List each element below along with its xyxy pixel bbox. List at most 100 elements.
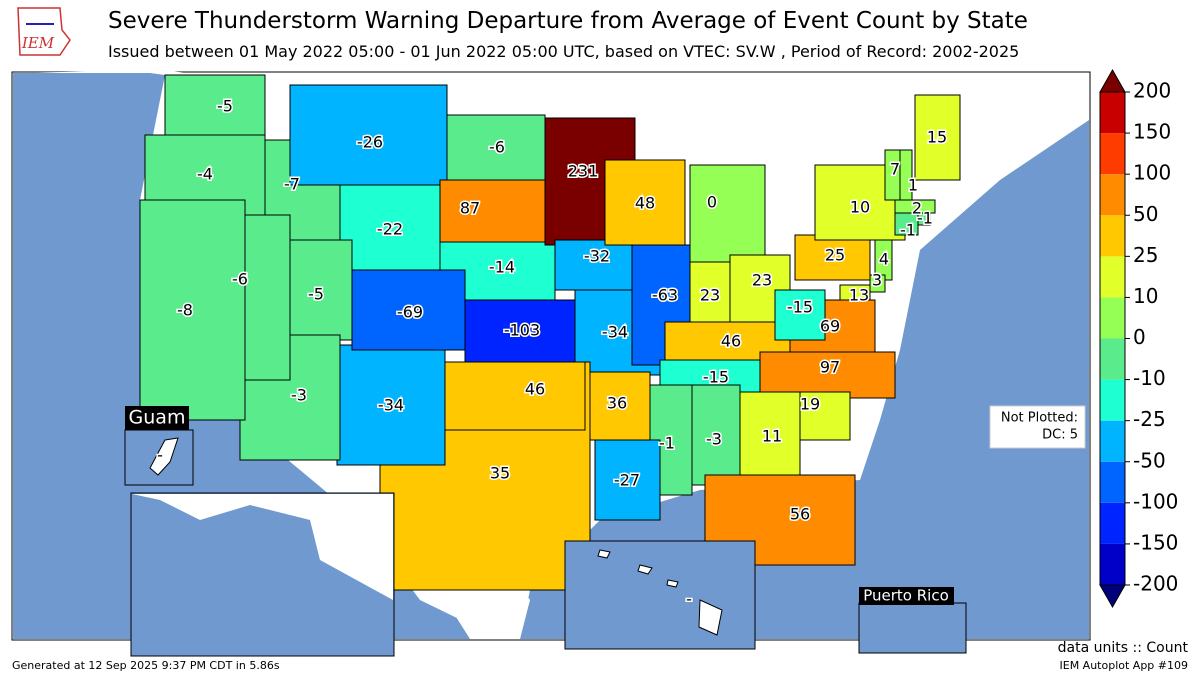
puerto-rico-inset [858,602,967,654]
guam-title: Guam [129,407,186,429]
state [814,164,906,241]
state [869,274,886,293]
state-label: -3 [706,430,722,449]
hawaii-inset [564,540,756,650]
state-label: -32 [584,247,610,266]
state [289,84,448,186]
state-label: -15 [703,368,729,387]
state-label: -1 [917,209,933,228]
state [689,164,766,263]
colorbar-tick-label: 10 [1133,284,1158,308]
colorbar-bin [1100,174,1125,216]
state-label: 7 [890,160,900,179]
subtitle: Issued between 01 May 2022 05:00 - 01 Ju… [108,42,1019,61]
state-label: -3 [291,386,307,405]
colorbar-tick-label: -150 [1133,530,1178,554]
state-label: 97 [820,358,840,377]
state-label: 69 [820,317,840,336]
colorbar-bin [1100,92,1125,134]
state [284,239,353,341]
state [464,299,581,363]
state-label: -5 [217,97,233,116]
state [631,244,691,366]
state-label: 35 [490,464,510,483]
state [584,371,651,441]
state-label: 0 [707,193,717,212]
guam-label: - [157,446,163,465]
state-label: -6 [489,138,505,157]
state-label: 3 [872,271,882,290]
state-label: -103 [504,321,540,340]
puerto-rico-title-bg [859,587,954,605]
state-label: -6 [232,270,248,289]
colorbar-tick-label: -10 [1133,366,1166,390]
atlantic-gulf [520,120,1089,639]
state-label: 231 [568,162,599,181]
state [894,212,919,236]
state-label: 87 [460,199,480,218]
colorbar-tick-label: -25 [1133,407,1166,431]
state [774,289,826,341]
state [604,159,686,246]
state-label: 23 [752,271,772,290]
state-label: -5 [308,285,324,304]
state [336,344,446,466]
colorbar-bin [1100,338,1125,380]
colorbar-tick-label: -100 [1133,489,1178,513]
colorbar-tick-label: 25 [1133,243,1158,267]
state [351,269,466,351]
state-label: -26 [357,133,383,152]
state [594,439,661,521]
state-label: 4 [879,250,889,269]
state [446,114,546,181]
state-label: -15 [787,298,813,317]
puerto-rico-title: Puerto Rico [863,587,949,605]
state [439,179,551,243]
not-plotted-title: Not Plotted: [1001,411,1078,426]
state-label: 23 [700,286,720,305]
logo: IEM [17,7,71,56]
colorbar-tick-label: 150 [1133,120,1171,144]
hawaii-land [597,549,723,636]
state-label: -69 [397,303,423,322]
state-label: -14 [489,258,515,277]
state-label: 2 [912,199,922,218]
colorbar-tick-label: 100 [1133,161,1171,185]
state-label: 25 [825,246,845,265]
state-label: -34 [378,396,404,415]
state [734,391,801,476]
state-label: 36 [607,394,627,413]
state [554,239,641,291]
colorbar-bin [1100,502,1125,544]
state-label: -1 [900,221,916,240]
colorbar-tick-label: -50 [1133,448,1166,472]
colorbar-bin [1100,133,1125,175]
state [164,74,266,141]
colorbar-tick-label: 0 [1133,325,1146,349]
state-label: -4 [197,165,213,184]
state-label: 13 [849,286,869,305]
state [139,199,246,421]
colorbar-bin [1100,297,1125,339]
colorbar-bin [1100,420,1125,462]
state-label: -1 [659,434,675,453]
guam-title-bg [125,406,189,430]
state-label: 1 [908,176,918,195]
canada-inset [132,494,393,600]
state-label: 56 [790,505,810,524]
guam-land [149,437,179,476]
not-plotted-box [989,405,1086,449]
state-label: 15 [927,128,947,147]
units: data units :: Count [1058,640,1189,656]
colorbar-tick-label: 200 [1133,79,1171,103]
state [839,284,871,301]
state [339,184,441,271]
hawaii-label: - [686,590,692,609]
state-label: -22 [377,220,403,239]
colorbar-tick-label: 50 [1133,202,1158,226]
state-label: -7 [284,175,300,194]
state [444,361,586,431]
state-label: 48 [635,194,655,213]
